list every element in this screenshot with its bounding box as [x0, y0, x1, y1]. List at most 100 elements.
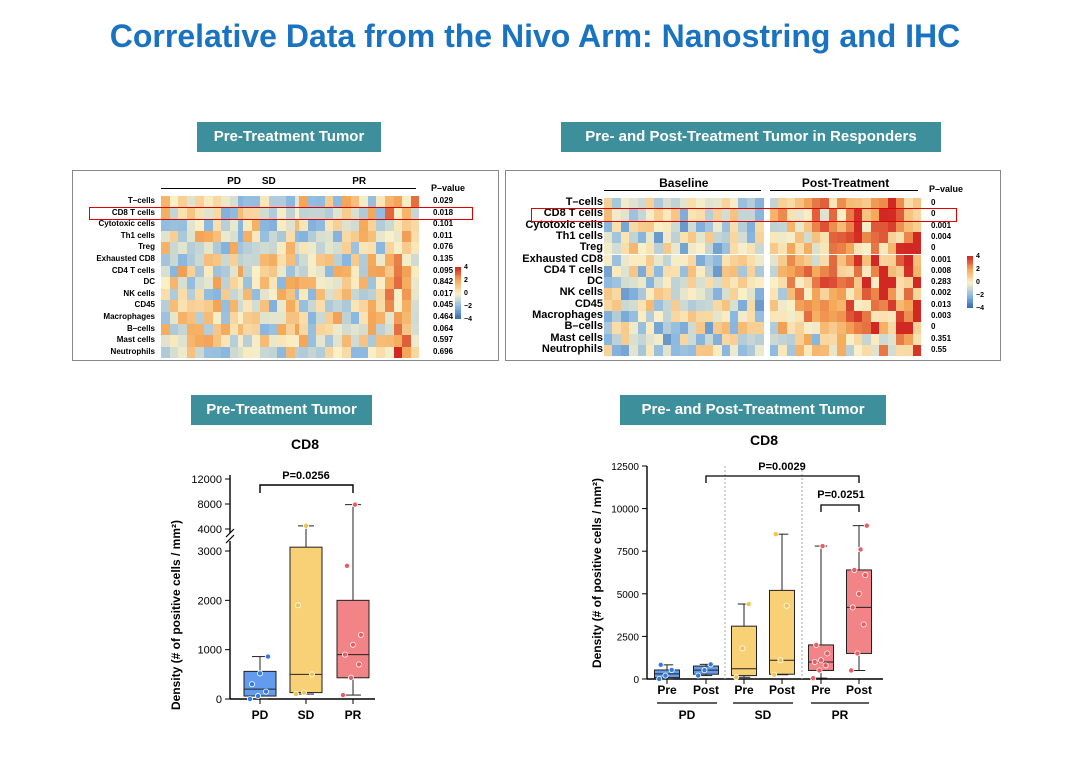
heatmap-cell — [803, 344, 812, 357]
heatmap-cell — [350, 312, 360, 324]
heatmap-cell — [896, 254, 905, 266]
colorbar-tick: 4 — [464, 264, 468, 271]
heatmap-cell — [393, 335, 403, 347]
box-sd-pre — [731, 601, 757, 681]
heatmap-cell — [786, 311, 796, 323]
heatmap-group-line — [299, 188, 417, 189]
data-point — [863, 522, 870, 529]
heatmap-cell — [688, 198, 697, 210]
heatmap-cell — [721, 265, 730, 278]
heatmap-cell — [696, 265, 705, 278]
heatmap-cell — [786, 198, 796, 210]
heatmap-group-label: Post-Treatment — [801, 176, 890, 190]
heatmap-cell — [730, 254, 739, 266]
heatmap-cell — [828, 243, 838, 255]
heatmap-cell — [837, 254, 846, 266]
colorbar-segment — [967, 300, 973, 302]
heatmap-row-label: Treg — [138, 242, 155, 252]
heatmap-cell — [212, 196, 222, 208]
heatmap-cell — [770, 322, 779, 334]
heatmap-cell — [385, 207, 394, 220]
heatmap-cell — [854, 243, 863, 255]
heatmap-cell — [795, 288, 804, 300]
heatmap-cell — [238, 312, 247, 324]
heatmap-cell — [299, 230, 308, 243]
heatmap-cell — [662, 209, 672, 221]
heatmap-cell — [350, 196, 360, 208]
heatmap-cell — [629, 243, 638, 255]
heatmap-cell — [243, 254, 252, 266]
colorbar-segment — [455, 294, 461, 296]
heatmap-cell — [204, 207, 213, 220]
heatmap-cell — [786, 231, 796, 244]
heatmap-cell — [904, 231, 913, 244]
heatmap-cell — [367, 196, 377, 208]
heatmap-cell — [316, 254, 325, 266]
heatmap-cell — [277, 323, 286, 336]
heatmap-cell — [277, 207, 286, 220]
heatmap-cell — [161, 207, 170, 220]
colorbar-segment — [455, 307, 461, 309]
colorbar-segment — [967, 274, 973, 276]
heatmap-cell — [307, 288, 317, 301]
heatmap-group-line — [770, 190, 919, 191]
heatmap-cell — [820, 311, 829, 323]
heatmap-cell — [795, 198, 804, 210]
heatmap-cell — [904, 243, 913, 255]
heatmap-cell — [820, 277, 829, 289]
data-point — [855, 590, 862, 597]
heatmap-cell — [778, 209, 787, 221]
heatmap-cell — [612, 288, 621, 300]
colorbar-segment — [967, 282, 973, 284]
data-point — [249, 681, 256, 688]
heatmap-cell — [299, 288, 308, 301]
heatmap-cell — [221, 277, 230, 289]
heatmap-cell — [854, 231, 863, 244]
colorbar-segment — [455, 278, 461, 281]
heatmap-cell — [324, 254, 334, 266]
heatmap-cell — [195, 312, 204, 324]
heatmap-cell — [637, 231, 646, 244]
heatmap-cell — [778, 311, 787, 323]
x-tick-label: Pre — [811, 683, 831, 697]
heatmap-cell — [359, 346, 368, 359]
heatmap-cell — [376, 242, 385, 254]
data-point — [857, 546, 864, 553]
heatmap-pvalue: 0.283 — [931, 277, 952, 287]
heatmap-cell — [730, 277, 739, 289]
heatmap-cell — [169, 230, 179, 243]
heatmap-cell — [637, 198, 646, 210]
heatmap-cell — [229, 242, 239, 254]
heatmap-cell — [646, 322, 655, 334]
colorbar-segment — [455, 296, 461, 299]
colorbar-segment — [967, 304, 973, 306]
heatmap-cell — [646, 198, 655, 210]
heatmap-cell — [654, 344, 663, 357]
heatmap-cell — [316, 265, 325, 278]
heatmap-cell — [662, 344, 672, 357]
heatmap-cell — [646, 254, 655, 266]
heatmap-cell — [286, 230, 295, 243]
heatmap-cell — [161, 242, 170, 254]
heatmap-pvalue: 0.001 — [931, 220, 952, 230]
colorbar-segment — [455, 298, 461, 300]
heatmap-cell — [904, 198, 913, 210]
heatmap-cell — [221, 346, 230, 359]
heatmap-cell — [820, 288, 829, 300]
heatmap-cell — [820, 209, 829, 221]
heatmap-cell — [837, 209, 846, 221]
heatmap-cell — [229, 207, 239, 220]
colorbar-segment — [455, 272, 461, 274]
heatmap-cell — [879, 254, 888, 266]
heatmap-cell — [803, 333, 812, 345]
heatmap-cell — [333, 300, 342, 312]
heatmap-cell — [629, 311, 638, 323]
heatmap-cell — [904, 265, 913, 278]
heatmap-cell — [646, 311, 655, 323]
heatmap-cell — [696, 243, 705, 255]
heatmap-cell — [299, 242, 308, 254]
heatmap-cell — [646, 277, 655, 289]
heatmap-cell — [755, 288, 764, 300]
pvalue-header: P–value — [929, 184, 964, 194]
heatmap-cell — [845, 231, 854, 244]
